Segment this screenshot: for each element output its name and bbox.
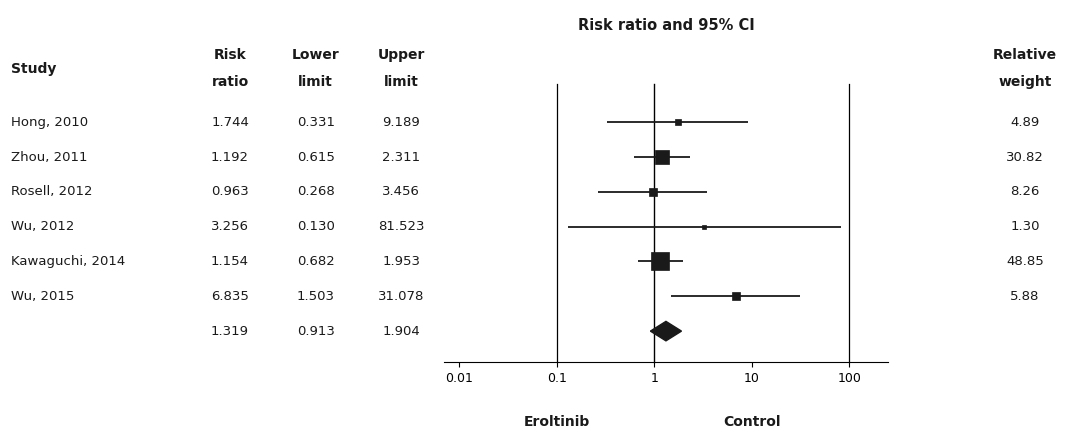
Polygon shape bbox=[651, 321, 682, 341]
Text: Risk ratio and 95% CI: Risk ratio and 95% CI bbox=[578, 18, 754, 33]
Text: Zhou, 2011: Zhou, 2011 bbox=[11, 151, 87, 164]
Text: limit: limit bbox=[384, 75, 418, 89]
Text: 1.30: 1.30 bbox=[1010, 220, 1040, 233]
Text: 0.331: 0.331 bbox=[296, 116, 335, 129]
Text: 0.130: 0.130 bbox=[296, 220, 335, 233]
Text: Study: Study bbox=[11, 61, 56, 76]
Text: Upper: Upper bbox=[378, 48, 425, 62]
Text: ratio: ratio bbox=[212, 75, 248, 89]
Text: 1.953: 1.953 bbox=[382, 255, 421, 268]
Text: 5.88: 5.88 bbox=[1010, 290, 1040, 303]
Text: 3.256: 3.256 bbox=[211, 220, 249, 233]
Text: Hong, 2010: Hong, 2010 bbox=[11, 116, 88, 129]
Text: Wu, 2012: Wu, 2012 bbox=[11, 220, 74, 233]
Text: 3.456: 3.456 bbox=[382, 185, 421, 198]
Text: 1.192: 1.192 bbox=[211, 151, 249, 164]
Text: weight: weight bbox=[998, 75, 1052, 89]
Text: Lower: Lower bbox=[292, 48, 339, 62]
Text: 6.835: 6.835 bbox=[211, 290, 249, 303]
Text: 0.682: 0.682 bbox=[296, 255, 335, 268]
Text: 0.268: 0.268 bbox=[296, 185, 335, 198]
Text: 0.913: 0.913 bbox=[296, 324, 335, 338]
Text: Wu, 2015: Wu, 2015 bbox=[11, 290, 74, 303]
Text: 1.319: 1.319 bbox=[211, 324, 249, 338]
Text: 30.82: 30.82 bbox=[1006, 151, 1044, 164]
Text: Rosell, 2012: Rosell, 2012 bbox=[11, 185, 92, 198]
Text: Kawaguchi, 2014: Kawaguchi, 2014 bbox=[11, 255, 125, 268]
Text: Eroltinib: Eroltinib bbox=[523, 415, 590, 429]
Text: 1.904: 1.904 bbox=[382, 324, 421, 338]
Text: Control: Control bbox=[723, 415, 780, 429]
Text: 0.963: 0.963 bbox=[211, 185, 249, 198]
Text: 0.615: 0.615 bbox=[296, 151, 335, 164]
Text: 1.744: 1.744 bbox=[211, 116, 249, 129]
Text: 31.078: 31.078 bbox=[378, 290, 425, 303]
Text: 8.26: 8.26 bbox=[1010, 185, 1040, 198]
Text: 4.89: 4.89 bbox=[1010, 116, 1040, 129]
Text: Risk: Risk bbox=[214, 48, 246, 62]
Text: 2.311: 2.311 bbox=[382, 151, 421, 164]
Text: 1.154: 1.154 bbox=[211, 255, 249, 268]
Text: 48.85: 48.85 bbox=[1006, 255, 1044, 268]
Text: Relative: Relative bbox=[993, 48, 1057, 62]
Text: 1.503: 1.503 bbox=[296, 290, 335, 303]
Text: 81.523: 81.523 bbox=[378, 220, 425, 233]
Text: 9.189: 9.189 bbox=[382, 116, 421, 129]
Text: limit: limit bbox=[299, 75, 333, 89]
